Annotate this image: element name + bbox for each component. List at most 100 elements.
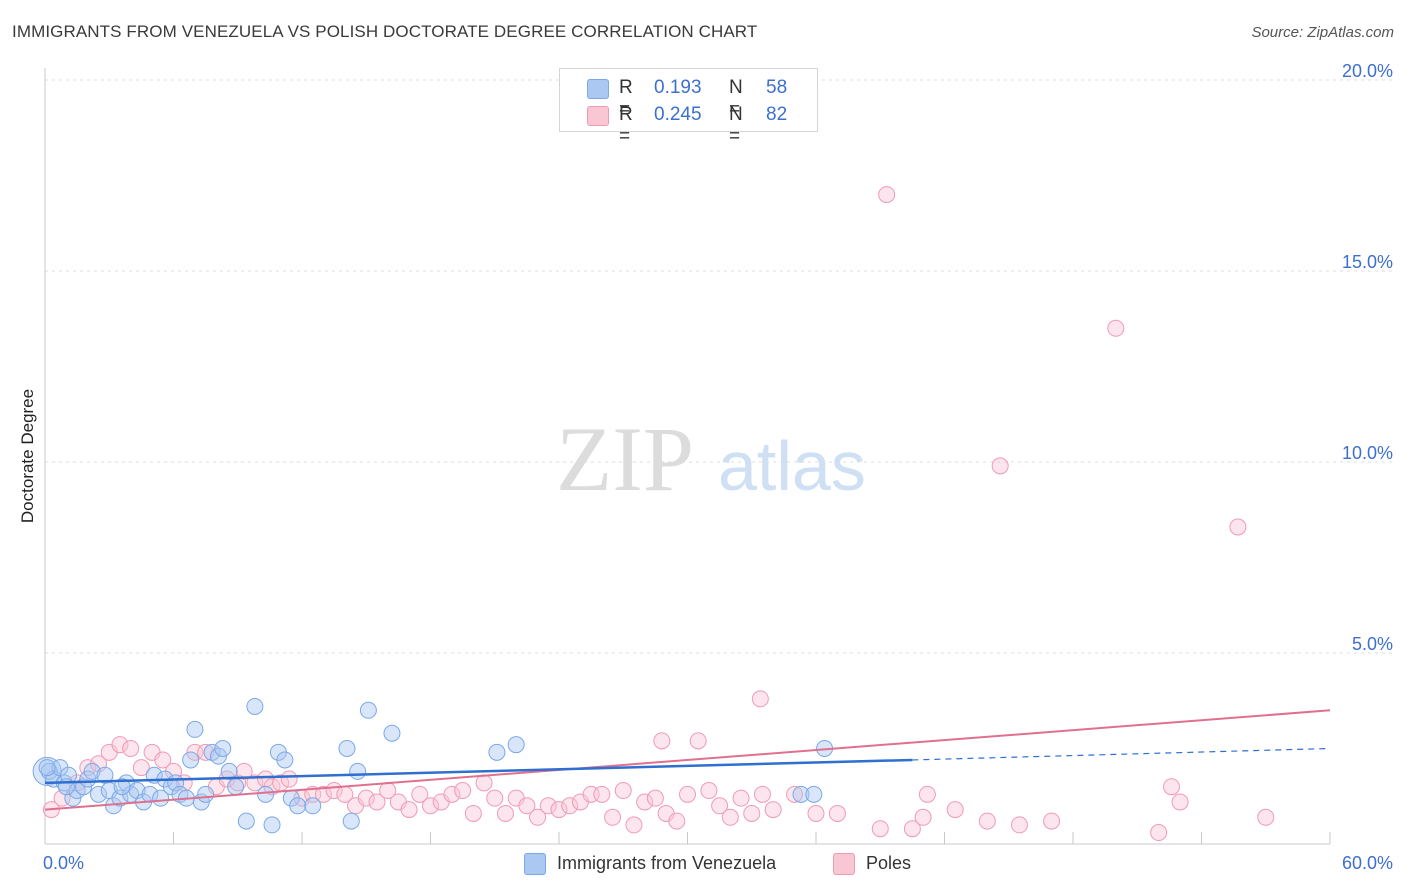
data-point-venezuela bbox=[304, 797, 322, 815]
trend-lines bbox=[44, 709, 1331, 811]
data-point-poles bbox=[422, 797, 439, 815]
chart-title: IMMIGRANTS FROM VENEZUELA VS POLISH DOCT… bbox=[12, 22, 758, 41]
data-point-venezuela bbox=[257, 785, 275, 803]
data-point-poles bbox=[646, 789, 664, 807]
legend-r-label: R = bbox=[619, 104, 633, 147]
data-point-poles bbox=[689, 732, 707, 750]
data-point-venezuela bbox=[186, 720, 204, 738]
data-point-poles bbox=[400, 801, 418, 819]
data-point-poles bbox=[111, 736, 129, 754]
data-point-poles bbox=[246, 774, 264, 792]
series-poles bbox=[42, 186, 1275, 842]
trend-line-venezuela-extrapolated bbox=[912, 747, 1331, 761]
data-point-poles bbox=[122, 740, 140, 757]
data-point-venezuela bbox=[227, 778, 245, 796]
data-point-poles bbox=[743, 804, 761, 822]
data-point-poles bbox=[235, 762, 253, 780]
legend-r-value: 0.193 bbox=[654, 77, 702, 98]
data-point-venezuela bbox=[488, 743, 506, 761]
data-point-venezuela bbox=[38, 759, 56, 777]
data-point-poles bbox=[764, 801, 782, 819]
bottom-legend-swatch-poles bbox=[833, 853, 855, 875]
data-point-poles bbox=[1150, 824, 1168, 842]
data-point-poles bbox=[411, 785, 429, 803]
y-axis-title: Doctorate Degree bbox=[18, 389, 37, 523]
series-venezuela bbox=[32, 697, 834, 834]
legend-r-label: R = bbox=[619, 77, 633, 120]
data-point-poles bbox=[357, 789, 375, 807]
y-tick-label: 5.0% bbox=[1352, 634, 1393, 654]
data-point-poles bbox=[1171, 793, 1189, 811]
data-point-poles bbox=[539, 797, 557, 815]
data-point-venezuela bbox=[152, 789, 170, 807]
bottom-legend-label: Poles bbox=[866, 853, 912, 873]
data-point-venezuela bbox=[214, 740, 232, 757]
data-point-poles bbox=[828, 804, 846, 822]
y-tick-label: 20.0% bbox=[1342, 61, 1393, 81]
data-point-poles bbox=[518, 797, 536, 815]
y-tick-labels: 5.0% 10.0% 15.0% 20.0% bbox=[1342, 61, 1393, 654]
data-point-venezuela bbox=[383, 724, 401, 742]
data-point-poles bbox=[871, 820, 889, 838]
watermark-zip: ZIP bbox=[556, 408, 694, 510]
legend-swatch-venezuela bbox=[587, 79, 609, 99]
data-point-poles bbox=[561, 797, 579, 815]
data-point-poles bbox=[679, 785, 696, 803]
data-point-poles bbox=[914, 808, 932, 826]
data-point-poles bbox=[721, 808, 739, 826]
data-point-poles bbox=[614, 782, 632, 800]
legend-n-value: 58 bbox=[766, 77, 788, 98]
data-point-venezuela bbox=[276, 751, 294, 769]
data-point-venezuela bbox=[182, 751, 200, 769]
data-point-poles bbox=[1163, 778, 1181, 796]
data-point-venezuela bbox=[197, 785, 215, 803]
watermark: ZIP atlas bbox=[556, 408, 866, 510]
data-point-poles bbox=[464, 804, 482, 822]
data-point-poles bbox=[1010, 816, 1028, 834]
data-point-poles bbox=[1043, 812, 1061, 830]
data-point-poles bbox=[1229, 518, 1247, 536]
data-point-venezuela bbox=[220, 762, 238, 780]
data-point-poles bbox=[636, 793, 654, 811]
data-point-venezuela bbox=[90, 785, 108, 803]
data-point-poles bbox=[154, 751, 172, 769]
data-point-venezuela bbox=[237, 812, 255, 830]
correlation-legend: R = 0.193 N = 58 R = 0.245 N = 82 bbox=[559, 68, 818, 147]
data-point-poles bbox=[653, 732, 671, 750]
data-point-venezuela bbox=[113, 778, 131, 796]
data-point-poles bbox=[486, 789, 504, 807]
data-point-poles bbox=[878, 186, 896, 204]
data-point-venezuela bbox=[349, 762, 367, 780]
data-point-poles bbox=[1257, 808, 1275, 826]
data-point-venezuela bbox=[805, 785, 823, 803]
data-point-poles bbox=[753, 785, 771, 803]
data-point-poles bbox=[496, 804, 514, 822]
bottom-legend-swatch-venezuela bbox=[524, 853, 546, 875]
data-point-poles bbox=[593, 785, 611, 803]
data-point-poles bbox=[197, 743, 215, 761]
x-tick-label: 0.0% bbox=[43, 853, 84, 873]
data-point-venezuela bbox=[263, 816, 281, 834]
data-point-venezuela bbox=[342, 812, 360, 830]
data-point-poles bbox=[700, 782, 718, 800]
y-tick-label: 10.0% bbox=[1342, 443, 1393, 463]
legend-r-value: 0.245 bbox=[654, 104, 702, 125]
source-credit: Source: ZipAtlas.com bbox=[1251, 24, 1394, 41]
data-point-poles bbox=[368, 793, 386, 811]
data-point-poles bbox=[946, 801, 964, 819]
data-point-poles bbox=[991, 457, 1009, 475]
x-tick-label: 60.0% bbox=[1342, 853, 1393, 873]
axes bbox=[44, 68, 1331, 845]
data-point-poles bbox=[280, 770, 298, 788]
data-point-poles bbox=[668, 812, 686, 830]
data-point-poles bbox=[604, 808, 622, 826]
trend-line-venezuela bbox=[44, 758, 913, 785]
data-point-poles bbox=[711, 797, 729, 815]
data-point-venezuela bbox=[359, 701, 377, 719]
data-point-poles bbox=[1107, 319, 1125, 337]
bottom-legend-label: Immigrants from Venezuela bbox=[557, 853, 777, 873]
x-tick-labels: 0.0% 60.0% bbox=[43, 853, 1393, 873]
data-point-poles bbox=[529, 808, 547, 826]
grid-lines bbox=[45, 79, 1395, 654]
